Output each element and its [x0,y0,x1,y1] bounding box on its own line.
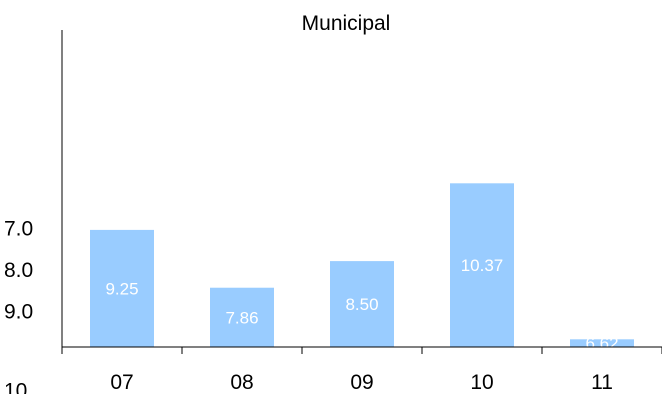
x-tick-label-08: 08 [230,371,253,394]
y-tick-label: 7.0 [4,218,33,241]
bar-10 [450,183,514,347]
bar-11 [570,339,634,347]
bar-value-label-09: 8.50 [345,295,378,314]
x-tick-label-10: 10 [470,371,493,394]
bar-value-label-10: 10.37 [461,256,504,275]
x-axis-tick-labels: 07 08 09 10 11 [110,371,613,394]
y-tick-label: 8.0 [4,259,33,282]
y-axis-tick-labels: 10. 9.0 8.0 7.0 [4,218,33,394]
y-tick-label: 9.0 [4,301,33,324]
x-tick-label-11: 11 [591,371,613,394]
bar-08 [210,287,274,347]
x-tick-label-07: 07 [110,371,133,394]
bar-09 [330,261,394,347]
bar-value-labels: 9.25 7.86 8.50 10.37 6.62 [105,256,618,353]
bars [90,183,634,347]
bar-value-label-07: 9.25 [105,279,138,298]
chart-title: Municipal [302,12,391,35]
x-tick-label-09: 09 [350,371,373,394]
bar-value-label-11: 6.62 [585,334,618,353]
y-tick-label: 10. [4,380,33,394]
x-axis-ticks [61,347,662,354]
bar-value-label-08: 7.86 [225,308,258,327]
bar-07 [90,229,154,347]
